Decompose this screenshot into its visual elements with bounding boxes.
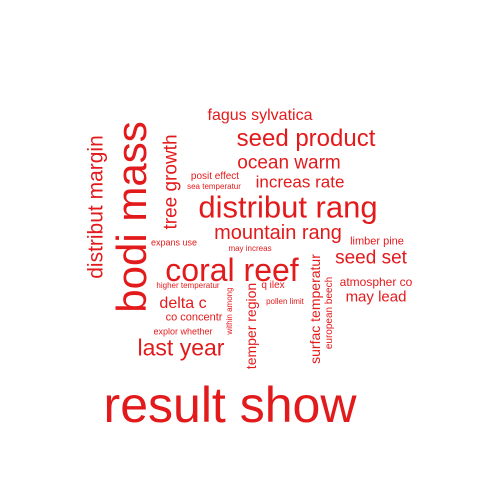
word-pollen-limit: pollen limit	[266, 297, 304, 306]
word-sea-temperatur: sea temperatur	[187, 182, 241, 191]
word-higher-temperatur: higher temperatur	[156, 281, 220, 290]
word-may-lead: may lead	[345, 288, 407, 306]
word-co-concentr: co concentr	[165, 311, 223, 324]
word-fagus-sylvatica: fagus sylvatica	[207, 107, 313, 124]
word-limber-pine: limber pine	[350, 235, 404, 248]
word-explor-whether: explor whether	[153, 326, 213, 337]
word-may-increas: may increas	[228, 244, 272, 253]
word-ocean-warm: ocean warm	[237, 152, 341, 174]
word-seed-product: seed product	[236, 125, 376, 152]
word-within-among: within among	[225, 287, 234, 335]
word-temper-region: temper region	[243, 282, 259, 370]
word-q-ilex: q ilex	[261, 280, 285, 291]
word-last-year: last year	[137, 334, 225, 361]
word-seed-set: seed set	[335, 247, 407, 269]
word-result-show: result show	[103, 377, 357, 433]
word-delta-c: delta c	[159, 295, 207, 312]
word-bodi-mass: bodi mass	[108, 121, 155, 313]
word-surfac-temperatur: surfac temperatur	[307, 254, 323, 364]
word-tree-growth: tree growth	[160, 134, 182, 230]
word-distribut-margin: distribut margin	[84, 135, 108, 279]
word-coral-reef: coral reef	[165, 252, 299, 288]
word-mountain-rang: mountain rang	[214, 222, 342, 244]
word-atmospher-co: atmospher co	[339, 275, 413, 289]
word-increas-rate: increas rate	[255, 172, 345, 192]
word-posit-effect: posit effect	[190, 171, 240, 182]
word-expans-use: expans use	[150, 237, 198, 248]
word-distribut-rang: distribut rang	[198, 189, 378, 225]
word-european-beech: european beech	[324, 276, 335, 350]
